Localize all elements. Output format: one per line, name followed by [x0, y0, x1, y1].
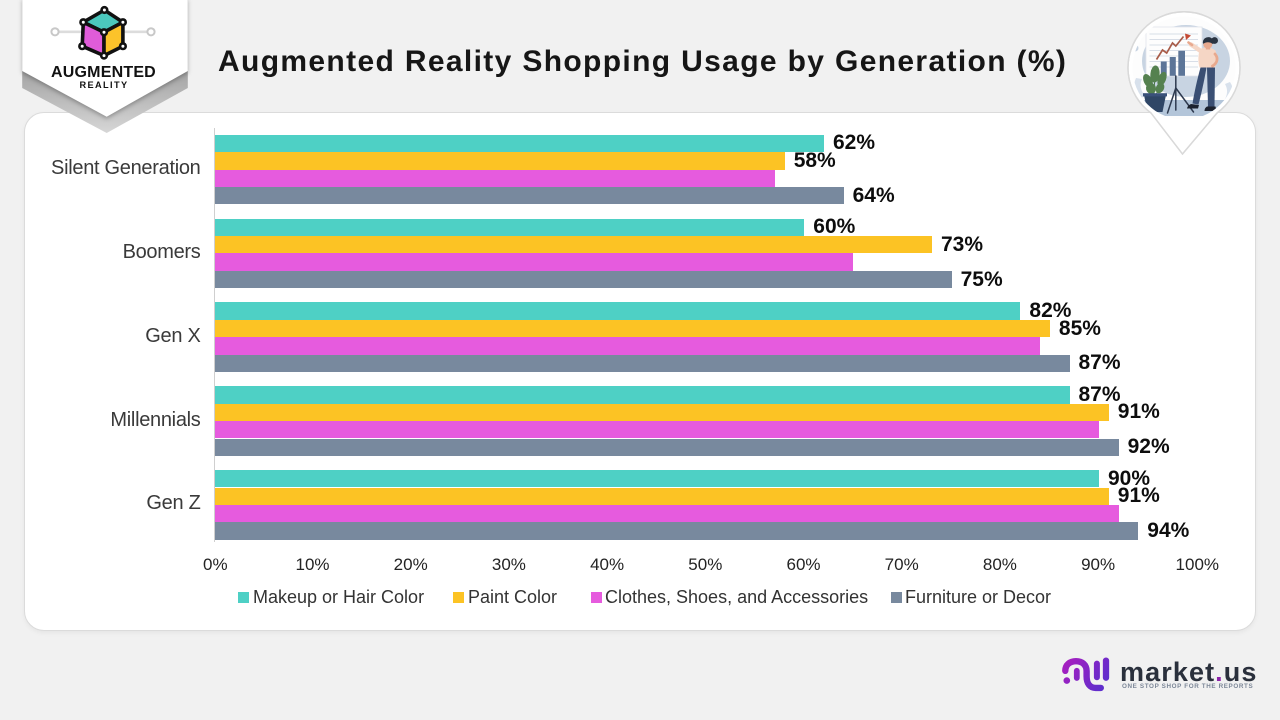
svg-text:AUGMENTED: AUGMENTED — [51, 64, 156, 81]
svg-text:REALITY: REALITY — [79, 80, 128, 90]
